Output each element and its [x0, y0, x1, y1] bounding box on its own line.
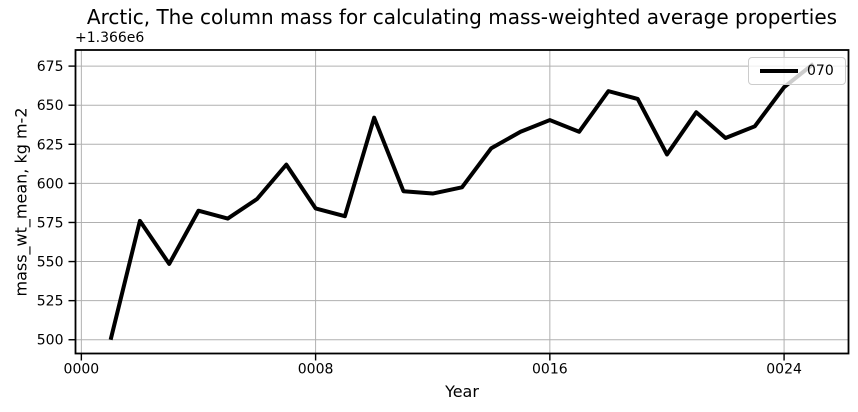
legend: 070	[748, 57, 846, 85]
grid-lines	[75, 50, 849, 354]
series-layer	[108, 62, 815, 341]
tick-marks	[68, 65, 785, 361]
y-axis-offset-label: +1.366e6	[75, 30, 145, 46]
y-tick-label: 600	[37, 176, 64, 192]
axes-spines	[74, 49, 850, 355]
x-axis-label: Year	[445, 382, 479, 401]
y-tick-label: 650	[37, 98, 64, 114]
y-tick-label: 675	[37, 59, 64, 75]
y-tick-label: 575	[37, 215, 64, 231]
x-tick-label: 0008	[298, 362, 334, 378]
y-tick-label: 625	[37, 137, 64, 153]
y-tick-label: 550	[37, 255, 64, 271]
y-tick-label: 525	[37, 294, 64, 310]
y-tick-label: 500	[37, 333, 64, 349]
series-line-070	[108, 62, 815, 341]
x-tick-label: 0024	[766, 362, 802, 378]
chart-title: Arctic, The column mass for calculating …	[86, 5, 838, 29]
legend-label: 070	[807, 63, 834, 79]
axes-box	[74, 49, 850, 355]
legend-line-sample	[760, 69, 798, 73]
x-tick-label: 0016	[532, 362, 568, 378]
x-tick-label: 0000	[64, 362, 100, 378]
tick-labels: 0000 0008 0016 0024 500 525 550 575 600 625 650 675	[37, 59, 802, 377]
